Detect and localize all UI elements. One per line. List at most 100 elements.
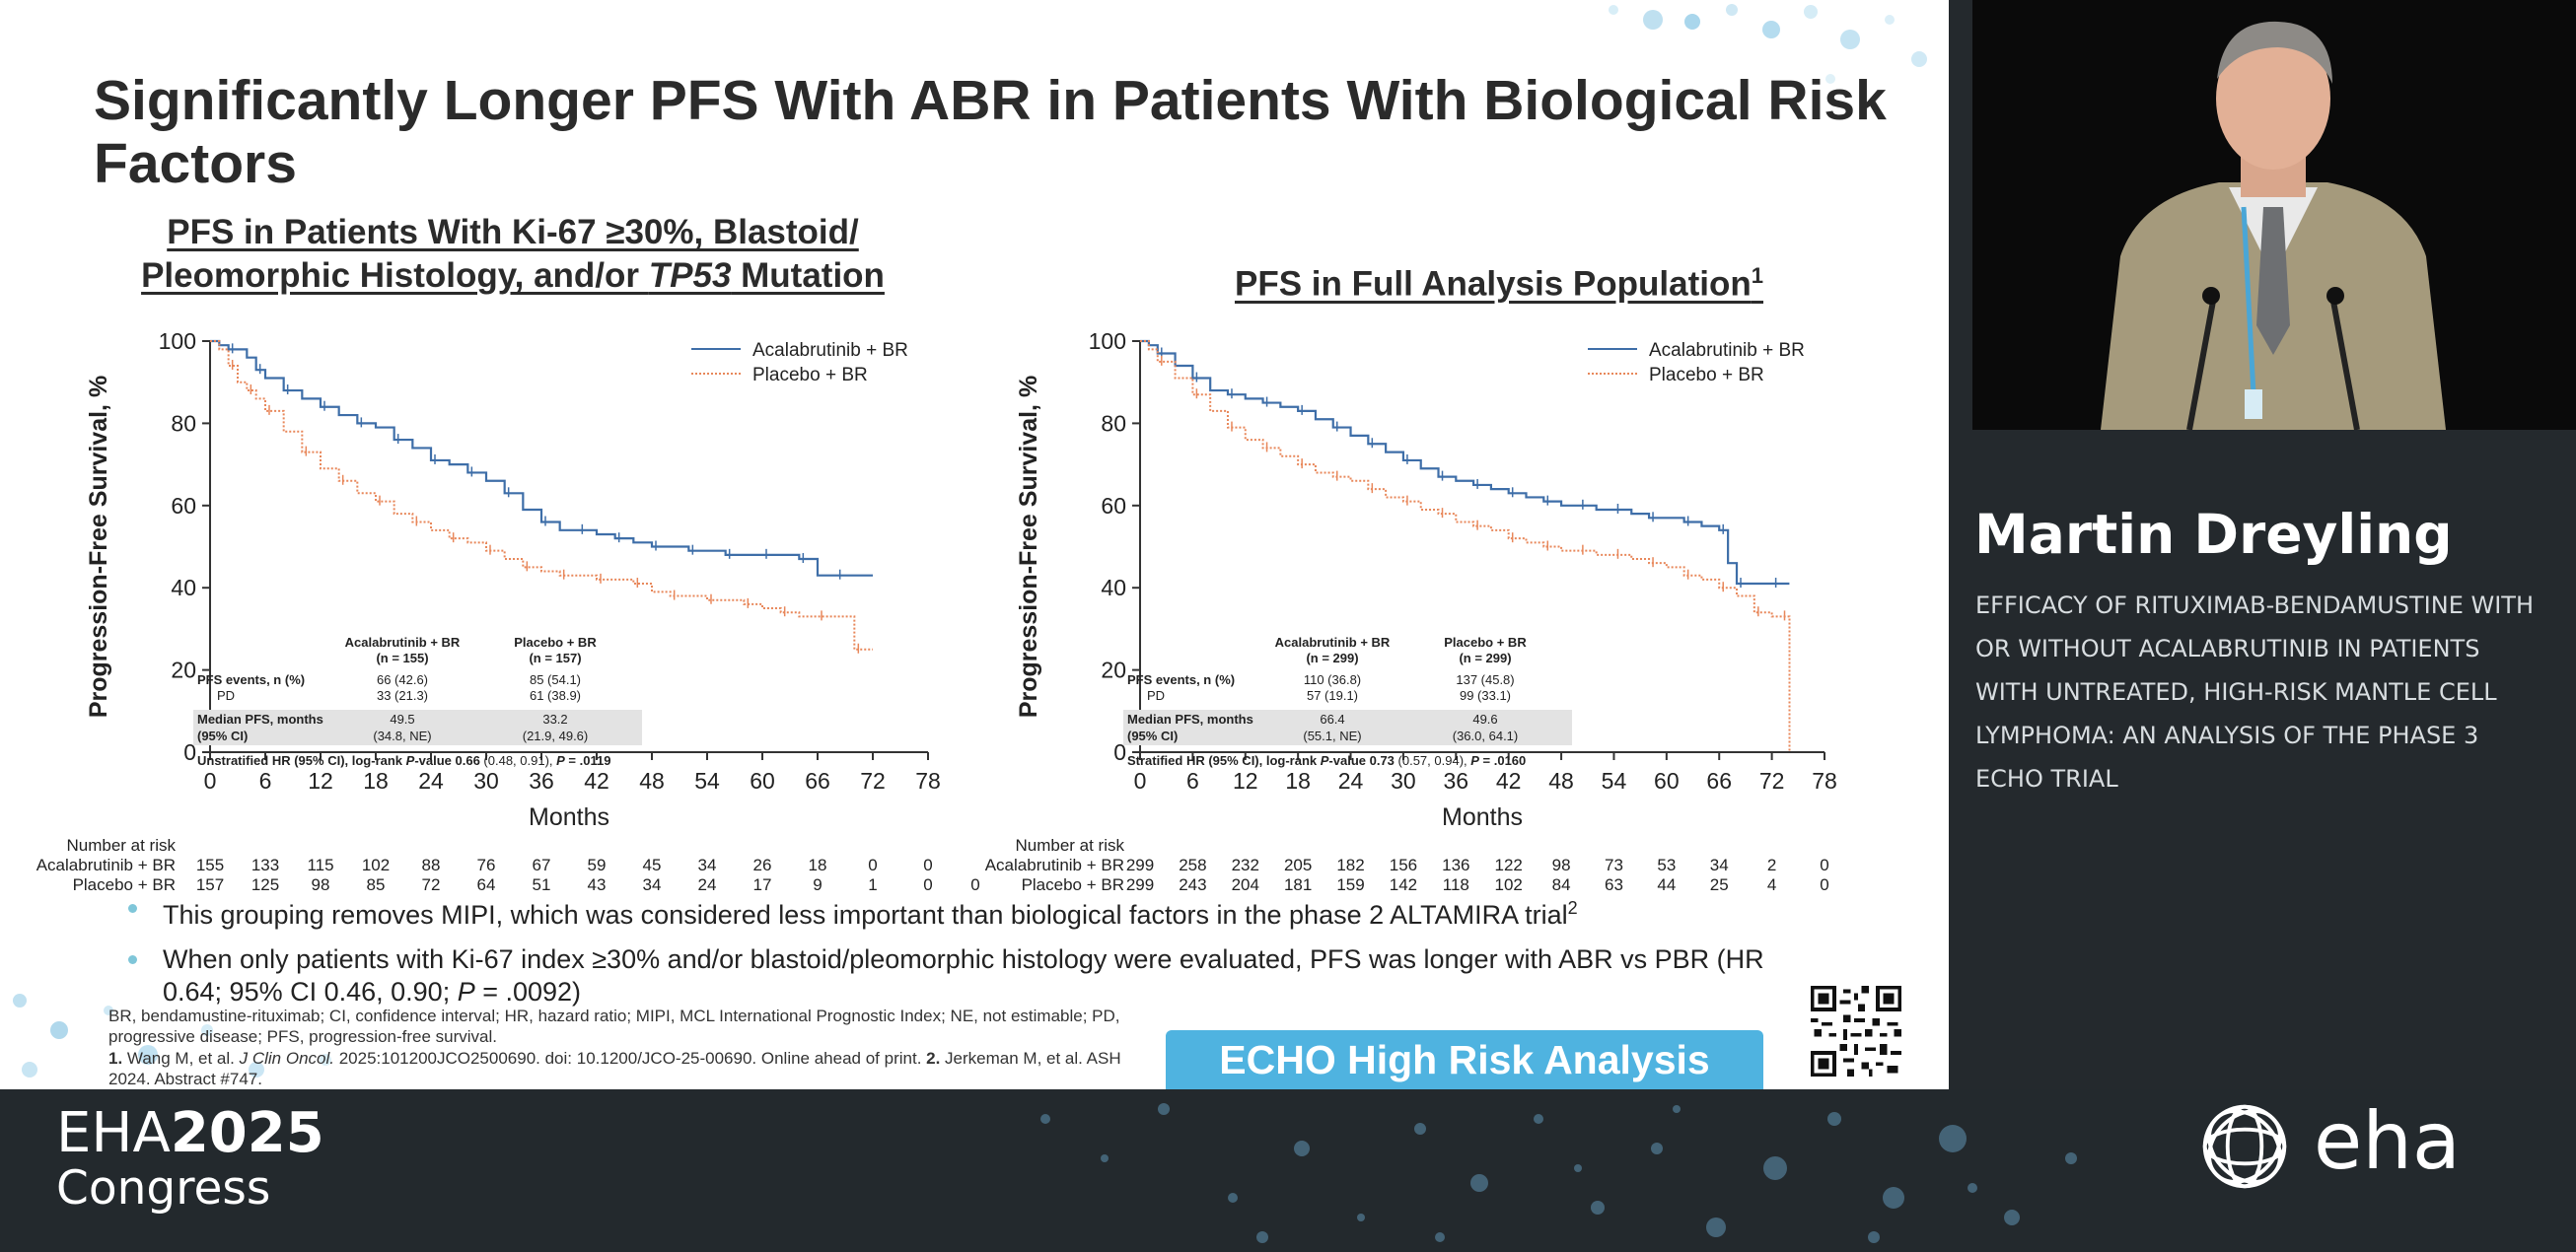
risk-value: 1	[868, 875, 877, 894]
risk-value: 84	[1552, 875, 1571, 894]
table-header: Acalabrutinib + BR	[345, 635, 461, 650]
legend-label: Acalabrutinib + BR	[752, 340, 908, 361]
x-tick-label: 66	[1706, 768, 1732, 794]
risk-value: 24	[698, 875, 717, 894]
x-tick-label: 78	[915, 768, 941, 794]
hazard-ratio: Unstratified HR (95% CI), log-rank P-val…	[197, 753, 610, 768]
x-tick-label: 78	[1812, 768, 1837, 794]
x-tick-label: 24	[1338, 768, 1364, 794]
risk-value: 0	[1820, 875, 1828, 894]
x-tick-label: 72	[1759, 768, 1785, 794]
risk-value: 0	[868, 856, 877, 874]
risk-row-label: Acalabrutinib + BR	[985, 856, 1124, 874]
bullet-1-text: This grouping removes MIPI, which was co…	[163, 900, 1568, 930]
references-footnote: 1. Wang M, et al. J Clin Oncol. 2025:101…	[108, 1048, 1154, 1089]
risk-value: 59	[588, 856, 607, 874]
km-chart-high-risk: 0 20 40 60 80 100 0 6 12 18 24 30 36 42 48 54 60 66 72 78 Mo…	[0, 315, 980, 894]
risk-value: 157	[196, 875, 224, 894]
x-tick-label: 6	[259, 768, 272, 794]
table-highlight	[1123, 710, 1572, 745]
ref-1-journal: J Clin Oncol.	[239, 1049, 334, 1068]
x-tick-label: 30	[1391, 768, 1416, 794]
table-header: Acalabrutinib + BR	[1275, 635, 1391, 650]
risk-value: 85	[367, 875, 386, 894]
talk-title: EFFICACY OF RITUXIMAB-BENDAMUSTINE WITH …	[1975, 591, 2535, 793]
table-cell: 49.6	[1472, 712, 1497, 727]
left-panel-title: PFS in Patients With Ki-67 ≥30%, Blastoi…	[89, 211, 937, 298]
table-subheader: (n = 155)	[376, 651, 428, 665]
table-row-label: PD	[1147, 688, 1165, 703]
risk-value: 115	[307, 856, 333, 874]
congress-label: Congress	[56, 1161, 271, 1216]
table-subheader: (n = 157)	[529, 651, 581, 665]
hr-p-letter: P	[556, 753, 565, 768]
risk-value: 72	[422, 875, 441, 894]
x-tick-label: 18	[363, 768, 389, 794]
table-cell: 66 (42.6)	[377, 672, 428, 687]
risk-value: 102	[1495, 875, 1523, 894]
risk-value: 243	[1179, 875, 1206, 894]
risk-title: Number at risk	[66, 836, 176, 855]
x-tick-label: 72	[860, 768, 886, 794]
table-cell: 110 (36.8)	[1304, 672, 1361, 687]
table-cell: 33.2	[542, 712, 567, 727]
x-tick-label: 66	[805, 768, 830, 794]
risk-value: 98	[1552, 856, 1571, 874]
table-cell: 66.4	[1320, 712, 1344, 727]
hr-p-italic: P	[1321, 753, 1329, 768]
legend-label: Acalabrutinib + BR	[1649, 340, 1805, 361]
risk-value: 299	[1126, 875, 1154, 894]
bullet-item: This grouping removes MIPI, which was co…	[128, 892, 1785, 932]
table-cell: 99 (33.1)	[1460, 688, 1511, 703]
y-tick-label: 60	[1101, 493, 1126, 519]
decorative-bubbles-bottom	[13, 994, 331, 1078]
hazard-ratio: Stratified HR (95% CI), log-rank P-value…	[1127, 753, 1526, 768]
risk-value: 0	[923, 856, 932, 874]
risk-value: 155	[196, 856, 224, 874]
risk-value: 34	[643, 875, 662, 894]
km-curve-acalabrutinib	[210, 339, 873, 577]
y-axis-label: Progression-Free Survival, %	[85, 376, 112, 718]
x-axis-label: Months	[529, 803, 609, 831]
hr-label: Unstratified HR (95% CI), log-rank	[197, 753, 406, 768]
congress-year: 2025	[170, 1101, 324, 1165]
y-tick-label: 100	[159, 328, 196, 354]
x-tick-label: 36	[529, 768, 554, 794]
y-tick-label: 80	[171, 410, 196, 436]
table-row-label: PD	[217, 688, 235, 703]
hr-ci: (0.57, 0.94),	[1395, 753, 1470, 768]
x-axis-label: Months	[1442, 803, 1523, 831]
risk-value: 17	[753, 875, 772, 894]
risk-value: 0	[923, 875, 932, 894]
legend-label: Placebo + BR	[752, 365, 868, 385]
x-tick-label: 12	[1233, 768, 1258, 794]
table-cell: (21.9, 49.6)	[523, 729, 589, 743]
left-panel-title-line1: PFS in Patients With Ki-67 ≥30%, Blastoi…	[167, 213, 859, 251]
key-points: This grouping removes MIPI, which was co…	[128, 892, 1785, 1020]
hr-value: 0.66	[456, 753, 480, 768]
table-cell: 61 (38.9)	[530, 688, 581, 703]
risk-value: 34	[1710, 856, 1729, 874]
x-tick-label: 60	[1654, 768, 1680, 794]
km-curve-acalabrutinib	[1140, 339, 1790, 586]
risk-value: 63	[1605, 875, 1623, 894]
right-panel-title-text: PFS in Full Analysis Population	[1234, 264, 1752, 304]
y-tick-label: 40	[171, 575, 196, 600]
table-row-label: PFS events, n (%)	[197, 672, 305, 687]
bottom-banner	[0, 1089, 2576, 1252]
risk-value: 64	[477, 875, 496, 894]
speaker-portrait	[1972, 0, 2576, 430]
risk-value: 9	[813, 875, 822, 894]
qr-code-icon[interactable]	[1811, 986, 1901, 1077]
risk-value: 98	[312, 875, 330, 894]
ref-2-text: Jerkeman M, et al. ASH 2024. Abstract #7…	[108, 1049, 1121, 1088]
ref-1-post: 2025:101200JCO2500690. doi: 10.1200/JCO-…	[333, 1049, 927, 1068]
risk-value: 0	[970, 875, 979, 894]
left-panel-title-gene: TP53	[648, 256, 732, 295]
risk-value: 204	[1232, 875, 1259, 894]
y-tick-label: 20	[171, 658, 196, 683]
km-curve-placebo	[1140, 340, 1791, 752]
risk-value: 43	[588, 875, 607, 894]
table-row-label: Median PFS, months	[1127, 712, 1253, 727]
